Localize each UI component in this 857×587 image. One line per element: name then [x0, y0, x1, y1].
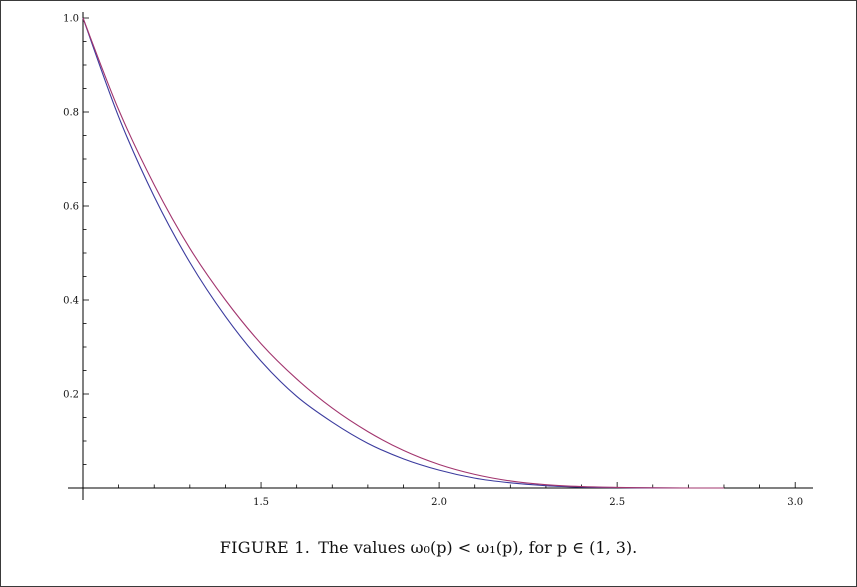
y-tick-label: 0.6 [63, 202, 79, 213]
series-omega0-line [82, 17, 724, 489]
y-tick-label: 0.4 [63, 296, 79, 307]
y-tick-label: 1.0 [63, 14, 79, 25]
x-tick-label: 1.5 [253, 497, 269, 508]
line-chart: 1.5 2.0 2.5 3.0 0.2 0.4 0.6 0.8 1.0 [63, 12, 813, 508]
x-tick-label: 2.0 [431, 497, 447, 508]
caption-label: FIGURE 1. [219, 538, 311, 557]
x-tick-label: 2.5 [609, 497, 625, 508]
y-tick-label: 0.2 [63, 390, 79, 401]
series-omega1-line [82, 17, 724, 489]
caption-text: The values ω₀(p) < ω₁(p), for p ∈ (1, 3)… [318, 538, 638, 557]
y-tick-label: 0.8 [63, 108, 79, 119]
series-layer [82, 17, 724, 489]
figure-caption: FIGURE 1. The values ω₀(p) < ω₁(p), for p… [0, 538, 857, 557]
axes: 1.5 2.0 2.5 3.0 0.2 0.4 0.6 0.8 1.0 [63, 12, 813, 508]
x-tick-label: 3.0 [787, 497, 803, 508]
